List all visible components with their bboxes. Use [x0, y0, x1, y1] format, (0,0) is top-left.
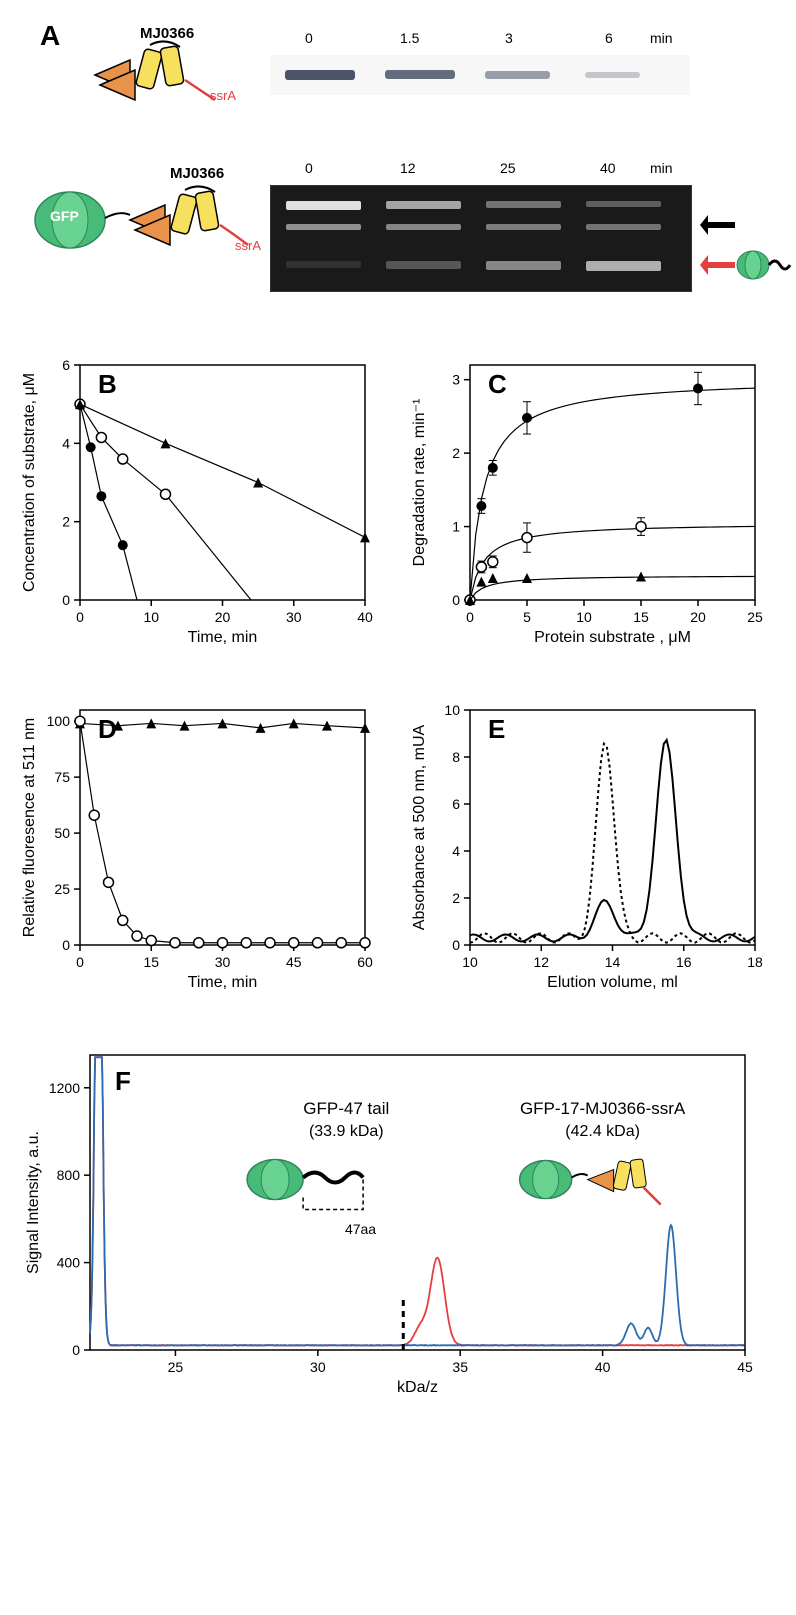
svg-text:75: 75 — [54, 769, 70, 785]
svg-text:(33.9 kDa): (33.9 kDa) — [309, 1123, 384, 1140]
svg-text:F: F — [115, 1066, 131, 1096]
gel2 — [270, 185, 692, 292]
svg-text:Protein substrate , μM: Protein substrate , μM — [534, 629, 691, 646]
panel-d: 0 15 30 45 60 0 25 50 75 100 Time, min Relative flu… — [20, 695, 380, 995]
svg-text:30: 30 — [310, 1359, 326, 1375]
svg-text:8: 8 — [452, 749, 460, 765]
svg-text:5: 5 — [523, 609, 531, 625]
svg-text:25: 25 — [747, 609, 763, 625]
svg-text:GFP-17-MJ0366-ssrA: GFP-17-MJ0366-ssrA — [520, 1099, 686, 1118]
chart-d: 0 15 30 45 60 0 25 50 75 100 Time, min Relative flu… — [20, 695, 380, 995]
svg-text:18: 18 — [747, 954, 763, 970]
svg-text:20: 20 — [690, 609, 706, 625]
svg-text:10: 10 — [576, 609, 592, 625]
svg-text:0: 0 — [72, 1342, 80, 1358]
svg-text:10: 10 — [143, 609, 159, 625]
svg-text:kDa/z: kDa/z — [397, 1379, 438, 1396]
svg-text:0: 0 — [76, 609, 84, 625]
svg-text:4: 4 — [62, 435, 70, 451]
svg-text:GFP-47 tail: GFP-47 tail — [303, 1099, 389, 1118]
svg-text:400: 400 — [57, 1255, 81, 1271]
svg-text:Time, min: Time, min — [188, 974, 258, 991]
svg-text:35: 35 — [452, 1359, 468, 1375]
ssra-label-2: ssrA — [235, 238, 261, 253]
svg-text:20: 20 — [215, 609, 231, 625]
svg-text:0: 0 — [76, 954, 84, 970]
svg-text:25: 25 — [168, 1359, 184, 1375]
panel-a-label: A — [40, 20, 60, 52]
panel-e: 10 12 14 16 18 0 2 4 6 8 10 Elution volume, ml Absor… — [410, 695, 770, 995]
svg-text:800: 800 — [57, 1167, 81, 1183]
svg-text:Signal Intensity, a.u.: Signal Intensity, a.u. — [25, 1131, 42, 1274]
svg-text:0: 0 — [466, 609, 474, 625]
svg-text:E: E — [488, 714, 505, 744]
svg-text:2: 2 — [62, 514, 70, 530]
svg-text:25: 25 — [54, 881, 70, 897]
svg-text:0: 0 — [452, 937, 460, 953]
panel-b: 0 10 20 30 40 0 2 4 6 Time, min Concentration of s… — [20, 350, 380, 650]
svg-text:45: 45 — [737, 1359, 753, 1375]
svg-text:(42.4 kDa): (42.4 kDa) — [565, 1123, 640, 1140]
svg-text:30: 30 — [286, 609, 302, 625]
svg-text:Degradation rate, min⁻¹: Degradation rate, min⁻¹ — [411, 399, 428, 567]
arrow-bot-icon — [700, 250, 740, 280]
svg-text:10: 10 — [444, 702, 460, 718]
svg-text:0: 0 — [62, 592, 70, 608]
chart-b: 0 10 20 30 40 0 2 4 6 Time, min Concentration of s… — [20, 350, 380, 650]
degraded-product-icon — [735, 245, 795, 285]
svg-text:1200: 1200 — [49, 1080, 80, 1096]
ssra-label-1: ssrA — [210, 88, 236, 103]
protein-cartoon-1 — [75, 35, 235, 125]
svg-text:Concentration of substrate, μM: Concentration of substrate, μM — [21, 373, 38, 592]
svg-text:B: B — [98, 369, 117, 399]
gfp-label: GFP — [50, 208, 79, 224]
panel-a: A MJ0366 ssrA 0 1.5 3 6 min GFP MJ0366 — [20, 20, 776, 330]
svg-text:Elution volume, ml: Elution volume, ml — [547, 974, 678, 991]
panel-f: 25 30 35 40 45 0 400 800 1200 kDa/z Signal Intensi… — [20, 1040, 760, 1400]
svg-text:100: 100 — [47, 713, 71, 729]
svg-text:10: 10 — [462, 954, 478, 970]
gel1 — [270, 55, 690, 95]
svg-text:15: 15 — [143, 954, 159, 970]
svg-text:1: 1 — [452, 519, 460, 535]
svg-text:47aa: 47aa — [345, 1221, 376, 1237]
svg-text:60: 60 — [357, 954, 373, 970]
svg-text:2: 2 — [452, 890, 460, 906]
svg-text:3: 3 — [452, 372, 460, 388]
svg-text:0: 0 — [452, 592, 460, 608]
svg-text:6: 6 — [452, 796, 460, 812]
panel-c: 0 5 10 15 20 25 0 1 2 3 Protein substrate , μM Degr… — [410, 350, 770, 650]
svg-text:4: 4 — [452, 843, 460, 859]
svg-text:12: 12 — [533, 954, 549, 970]
arrow-top-icon — [700, 210, 740, 240]
svg-text:40: 40 — [595, 1359, 611, 1375]
protein1-label: MJ0366 — [140, 25, 194, 42]
svg-text:30: 30 — [215, 954, 231, 970]
chart-e: 10 12 14 16 18 0 2 4 6 8 10 Elution volume, ml Absor… — [410, 695, 770, 995]
svg-text:15: 15 — [633, 609, 649, 625]
svg-text:Relative fluoresence at 511 nm: Relative fluoresence at 511 nm — [21, 718, 38, 937]
svg-text:50: 50 — [54, 825, 70, 841]
svg-text:2: 2 — [452, 445, 460, 461]
svg-text:40: 40 — [357, 609, 373, 625]
svg-text:14: 14 — [605, 954, 621, 970]
svg-text:C: C — [488, 369, 507, 399]
protein2-label: MJ0366 — [170, 165, 224, 182]
chart-f: 25 30 35 40 45 0 400 800 1200 kDa/z Signal Intensi… — [20, 1040, 760, 1400]
svg-text:45: 45 — [286, 954, 302, 970]
svg-text:16: 16 — [676, 954, 692, 970]
chart-c: 0 5 10 15 20 25 0 1 2 3 Protein substrate , μM Degr… — [410, 350, 770, 650]
svg-text:Absorbance at 500 nm, mUA: Absorbance at 500 nm, mUA — [411, 724, 428, 930]
svg-text:6: 6 — [62, 357, 70, 373]
svg-text:0: 0 — [62, 937, 70, 953]
svg-text:Time, min: Time, min — [188, 629, 258, 646]
